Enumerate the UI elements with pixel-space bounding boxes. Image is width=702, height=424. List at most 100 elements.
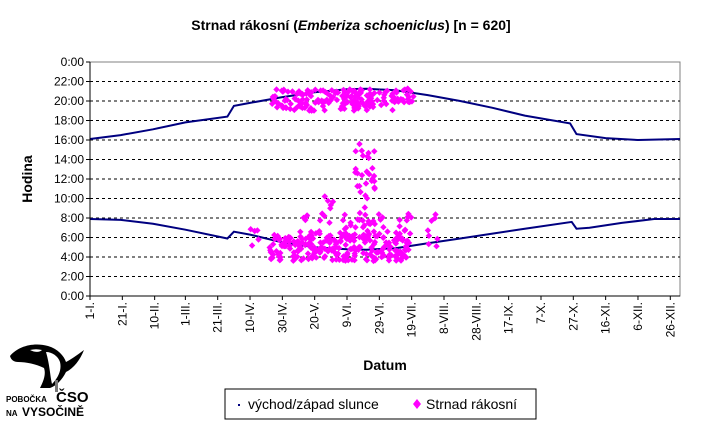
data-point [330, 236, 337, 243]
data-point [299, 90, 306, 98]
data-point [319, 102, 327, 110]
data-point [326, 239, 333, 246]
data-point [362, 180, 370, 187]
data-point [305, 255, 312, 263]
data-point [392, 97, 399, 105]
data-point [405, 93, 412, 101]
y-tick-label: 2:00 [61, 270, 85, 284]
data-point [289, 88, 296, 95]
data-point [381, 91, 388, 98]
legend-sun-marker [238, 404, 240, 406]
data-point [352, 224, 359, 231]
data-point [428, 217, 435, 224]
data-point [363, 195, 371, 202]
data-point [317, 87, 324, 94]
data-point [363, 168, 370, 175]
data-point [370, 257, 377, 265]
data-point [375, 211, 383, 218]
bird-points [247, 85, 441, 265]
x-tick-label: 30-IV. [275, 302, 289, 333]
data-point [369, 165, 376, 172]
data-point [321, 107, 328, 114]
data-point [329, 256, 336, 264]
data-point [406, 230, 414, 237]
x-tick-label: 10-II. [148, 302, 162, 329]
x-tick-label: 9-VI. [340, 302, 354, 327]
data-point [283, 236, 291, 243]
data-point [367, 95, 375, 102]
data-point [273, 104, 281, 111]
data-point [327, 92, 334, 100]
data-point [297, 228, 304, 235]
data-point [307, 105, 314, 112]
data-point [388, 252, 395, 259]
data-point [359, 217, 366, 224]
data-point [376, 230, 383, 237]
y-tick-label: 4:00 [61, 250, 85, 264]
data-point [404, 213, 411, 221]
x-tick-label: 19-VII. [405, 302, 419, 337]
y-tick-label: 0:00 [61, 289, 85, 303]
logo-text-line4: VYSOČINĚ [22, 404, 84, 419]
data-point [304, 250, 312, 257]
y-tick-label: 0:00 [61, 55, 85, 69]
data-point [363, 102, 370, 110]
data-point [351, 104, 358, 112]
x-axis-label: Datum [363, 357, 407, 373]
data-point [393, 89, 400, 96]
data-point [356, 209, 364, 217]
data-point [403, 91, 411, 98]
y-tick-label: 14:00 [54, 153, 84, 167]
data-point [371, 89, 378, 97]
data-point [303, 96, 310, 103]
data-point [324, 197, 332, 204]
data-point [312, 99, 319, 106]
data-point [362, 211, 369, 219]
data-point [408, 98, 416, 105]
data-point [352, 148, 359, 155]
data-point [327, 232, 334, 239]
data-point [351, 257, 358, 264]
data-point [377, 216, 384, 223]
data-point [407, 88, 414, 95]
x-tick-label: 21-III. [211, 302, 225, 333]
data-point [378, 101, 385, 109]
y-axis-ticks: 0:00 2:00 4:00 6:00 8:00 10:00 12:00 14:00 16:00… [54, 55, 90, 303]
data-point [354, 183, 361, 190]
data-point [303, 89, 311, 97]
data-point [344, 249, 351, 257]
data-point [308, 253, 316, 260]
logo: POBOČKA ČSO NA VYSOČINĚ [6, 344, 89, 419]
data-point [370, 228, 378, 235]
data-point [282, 104, 290, 111]
data-point [308, 241, 315, 248]
data-point [308, 107, 315, 114]
data-point [380, 224, 387, 231]
y-tick-label: 10:00 [54, 192, 84, 206]
data-point [385, 239, 393, 246]
data-point [284, 97, 291, 104]
data-point [396, 216, 403, 224]
y-tick-label: 6:00 [61, 231, 85, 245]
data-point [316, 217, 324, 224]
data-point [333, 96, 341, 104]
data-point [401, 227, 408, 234]
data-point [297, 103, 304, 110]
data-point [370, 240, 378, 248]
data-point [287, 100, 294, 108]
data-point [378, 253, 385, 261]
y-tick-label: 8:00 [61, 211, 85, 225]
data-point [298, 257, 305, 264]
data-point [355, 92, 362, 99]
x-tick-label: 26-XII. [663, 302, 677, 337]
data-point [351, 252, 358, 259]
data-point [341, 211, 348, 218]
data-point [353, 246, 360, 253]
data-point [321, 193, 328, 200]
data-point [340, 95, 348, 103]
data-point [333, 256, 340, 263]
data-point [331, 249, 338, 256]
data-point [354, 170, 361, 177]
data-point [308, 89, 315, 96]
